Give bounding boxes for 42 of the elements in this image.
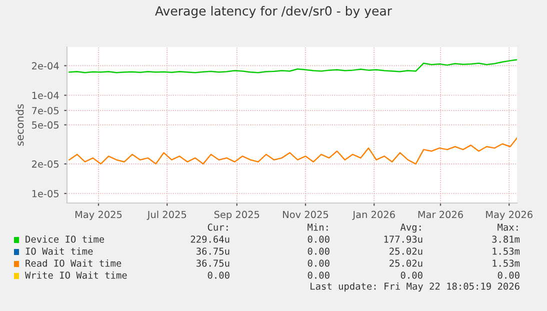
- x-tick-label: Mar 2026: [418, 210, 463, 218]
- text: 36.75u: [196, 248, 230, 255]
- y-tick-label: 2e-05: [32, 160, 59, 168]
- y-tick-label: 1e-04: [32, 92, 59, 100]
- text: Avg:: [400, 224, 421, 233]
- text: 0.00: [308, 248, 330, 255]
- legend-label: Read IO Wait time: [26, 259, 122, 267]
- text: Cur:: [208, 224, 228, 231]
- text: 36.75u: [196, 260, 230, 267]
- text: 25.02u: [390, 248, 422, 255]
- legend-label: Device IO time: [26, 235, 104, 243]
- text: 1.53m: [492, 248, 520, 255]
- text: 25.02u: [390, 260, 422, 267]
- legend-label: IO Wait time: [26, 247, 93, 255]
- y-axis-title: seconds: [16, 104, 24, 146]
- text: Last update: Fri May 22 18:05:19 2026: [310, 282, 520, 292]
- text: Min:: [308, 223, 328, 231]
- text: 177.93u: [384, 236, 422, 243]
- text: Max:: [498, 224, 518, 231]
- text: 0.00: [498, 272, 520, 279]
- x-tick-label: Jan 2026: [352, 210, 395, 220]
- text: 3.81m: [492, 236, 520, 243]
- text: 0.00: [208, 272, 230, 279]
- text: 1.53m: [492, 260, 520, 267]
- legend-label: Write IO Wait time: [25, 271, 127, 279]
- y-tick-label: 1e-05: [32, 190, 59, 198]
- text: 0.00: [308, 260, 330, 267]
- y-tick-label: 2e-04: [32, 62, 59, 70]
- text: 0.00: [308, 272, 330, 279]
- x-tick-label: Sep 2025: [214, 210, 260, 220]
- line-series: [68, 137, 517, 165]
- x-tick-label: Nov 2025: [283, 210, 328, 218]
- x-tick-label: May 2026: [486, 210, 532, 220]
- y-tick-label: 5e-05: [32, 121, 59, 129]
- chart-title: Average latency for /dev/sr0 - by year: [155, 6, 392, 18]
- text: 0.00: [400, 272, 422, 279]
- x-tick-label: May 2025: [75, 210, 122, 220]
- x-tick-label: Jul 2025: [146, 210, 186, 220]
- line-series: [68, 59, 517, 74]
- y-tick-label: 7e-05: [32, 106, 59, 114]
- text: 229.64u: [190, 236, 230, 243]
- text: 0.00: [308, 236, 330, 243]
